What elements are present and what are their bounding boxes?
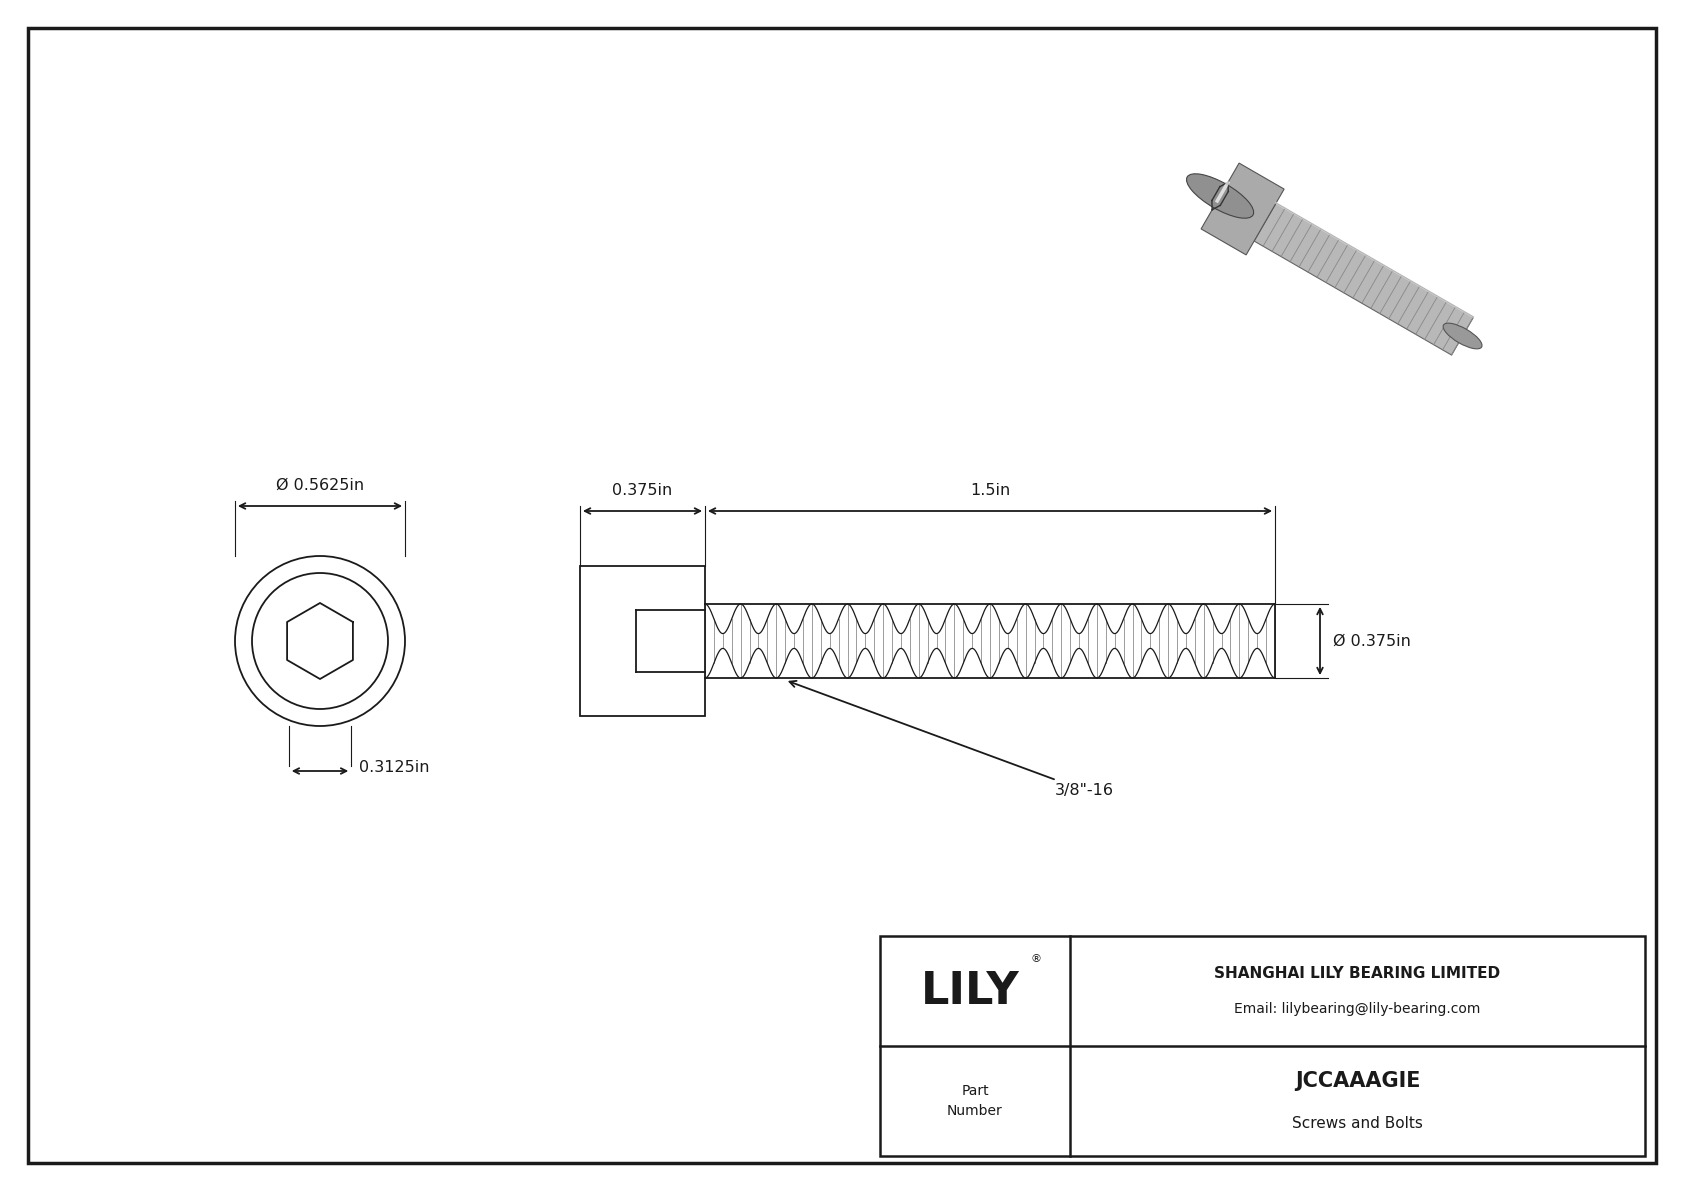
Text: 0.3125in: 0.3125in <box>359 761 429 775</box>
Ellipse shape <box>1187 174 1253 218</box>
Text: Ø 0.375in: Ø 0.375in <box>1334 634 1411 649</box>
Text: Part
Number: Part Number <box>946 1084 1004 1117</box>
Text: LILY: LILY <box>921 969 1019 1012</box>
Text: Ø 0.5625in: Ø 0.5625in <box>276 478 364 493</box>
Bar <box>881 936 1645 1156</box>
Text: ®: ® <box>1031 954 1041 964</box>
Text: Screws and Bolts: Screws and Bolts <box>1292 1116 1423 1130</box>
Text: SHANGHAI LILY BEARING LIMITED: SHANGHAI LILY BEARING LIMITED <box>1214 966 1500 980</box>
Text: Email: lilybearing@lily-bearing.com: Email: lilybearing@lily-bearing.com <box>1234 1002 1480 1016</box>
Text: JCCAAAGIE: JCCAAAGIE <box>1295 1071 1420 1091</box>
Polygon shape <box>1201 163 1285 255</box>
Text: 1.5in: 1.5in <box>970 484 1010 498</box>
Ellipse shape <box>1443 323 1482 349</box>
Polygon shape <box>1255 202 1474 355</box>
Text: 3/8"-16: 3/8"-16 <box>790 681 1115 798</box>
Bar <box>579 566 706 716</box>
Text: 0.375in: 0.375in <box>613 484 672 498</box>
